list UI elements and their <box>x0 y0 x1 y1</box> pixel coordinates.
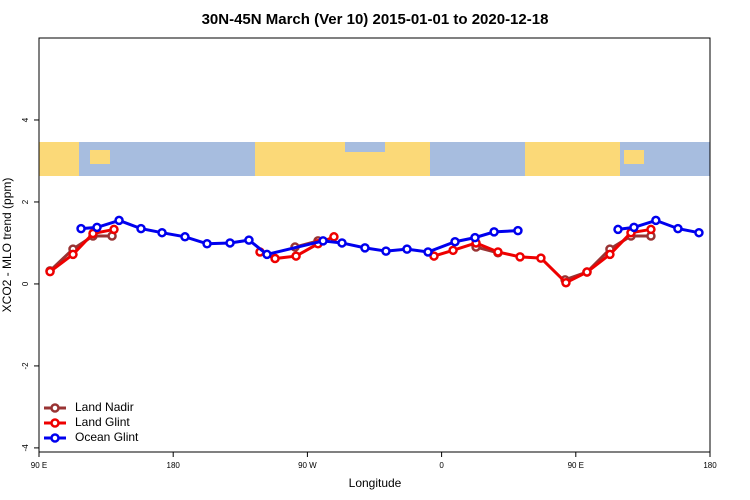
land <box>255 142 430 176</box>
data-point <box>613 224 623 235</box>
data-point <box>423 247 433 257</box>
data-point <box>337 238 347 248</box>
y-tick-label: 4 <box>21 117 30 122</box>
data-point <box>262 249 272 260</box>
data-point <box>291 251 301 261</box>
y-tick-label: -4 <box>21 444 30 452</box>
legend-marker <box>50 433 60 443</box>
data-point <box>651 215 661 226</box>
legend-label: Land Glint <box>75 415 130 429</box>
data-point <box>88 228 98 239</box>
data-point <box>136 223 146 234</box>
ocean <box>345 142 385 152</box>
data-point <box>493 247 503 257</box>
data-point <box>450 236 460 247</box>
land <box>39 142 79 176</box>
data-point <box>673 223 683 234</box>
data-point <box>629 222 639 233</box>
data-point <box>429 251 439 261</box>
plot-frame <box>38 37 711 453</box>
data-point <box>381 246 391 256</box>
legend-marker <box>50 418 60 428</box>
x-tick-label: 90 W <box>298 461 317 470</box>
y-tick-label: 0 <box>21 281 30 286</box>
data-point <box>536 253 546 263</box>
data-point <box>270 253 280 264</box>
legend-marker <box>50 403 60 413</box>
land <box>525 142 620 176</box>
legend-label: Ocean Glint <box>75 430 139 444</box>
data-point <box>360 243 370 253</box>
data-point <box>202 239 212 249</box>
y-axis-label: XCO2 - MLO trend (ppm) <box>0 178 14 313</box>
y-tick-label: -2 <box>21 362 30 370</box>
x-tick-label: 180 <box>167 461 181 470</box>
series-line <box>49 227 115 273</box>
data-point <box>109 224 119 235</box>
data-point <box>605 249 615 260</box>
data-point <box>646 224 656 235</box>
land <box>624 150 644 164</box>
x-axis-label: Longitude <box>349 476 402 490</box>
data-point <box>76 223 86 234</box>
x-tick-label: 90 E <box>31 461 47 470</box>
legend-label: Land Nadir <box>75 400 134 414</box>
x-tick-label: 0 <box>439 461 444 470</box>
data-point <box>582 267 592 277</box>
data-point <box>513 225 523 236</box>
data-point <box>225 238 235 248</box>
x-tick-label: 180 <box>703 461 717 470</box>
data-point <box>244 235 254 245</box>
data-point <box>318 236 328 246</box>
data-point <box>515 252 525 262</box>
data-point <box>470 232 480 243</box>
data-point <box>329 232 339 242</box>
data-point <box>489 227 499 237</box>
land <box>90 150 110 164</box>
data-point <box>180 232 190 242</box>
data-point <box>448 245 458 256</box>
data-point <box>561 277 571 288</box>
data-point <box>45 266 55 277</box>
x-tick-label: 90 E <box>568 461 584 470</box>
data-point <box>402 244 412 254</box>
map-band <box>39 142 710 176</box>
data-point <box>68 249 78 260</box>
data-point <box>92 222 102 233</box>
data-point <box>694 227 704 238</box>
data-point <box>114 215 124 226</box>
data-point <box>157 227 167 238</box>
chart-title: 30N-45N March (Ver 10) 2015-01-01 to 202… <box>202 11 549 28</box>
y-tick-label: 2 <box>21 199 30 204</box>
